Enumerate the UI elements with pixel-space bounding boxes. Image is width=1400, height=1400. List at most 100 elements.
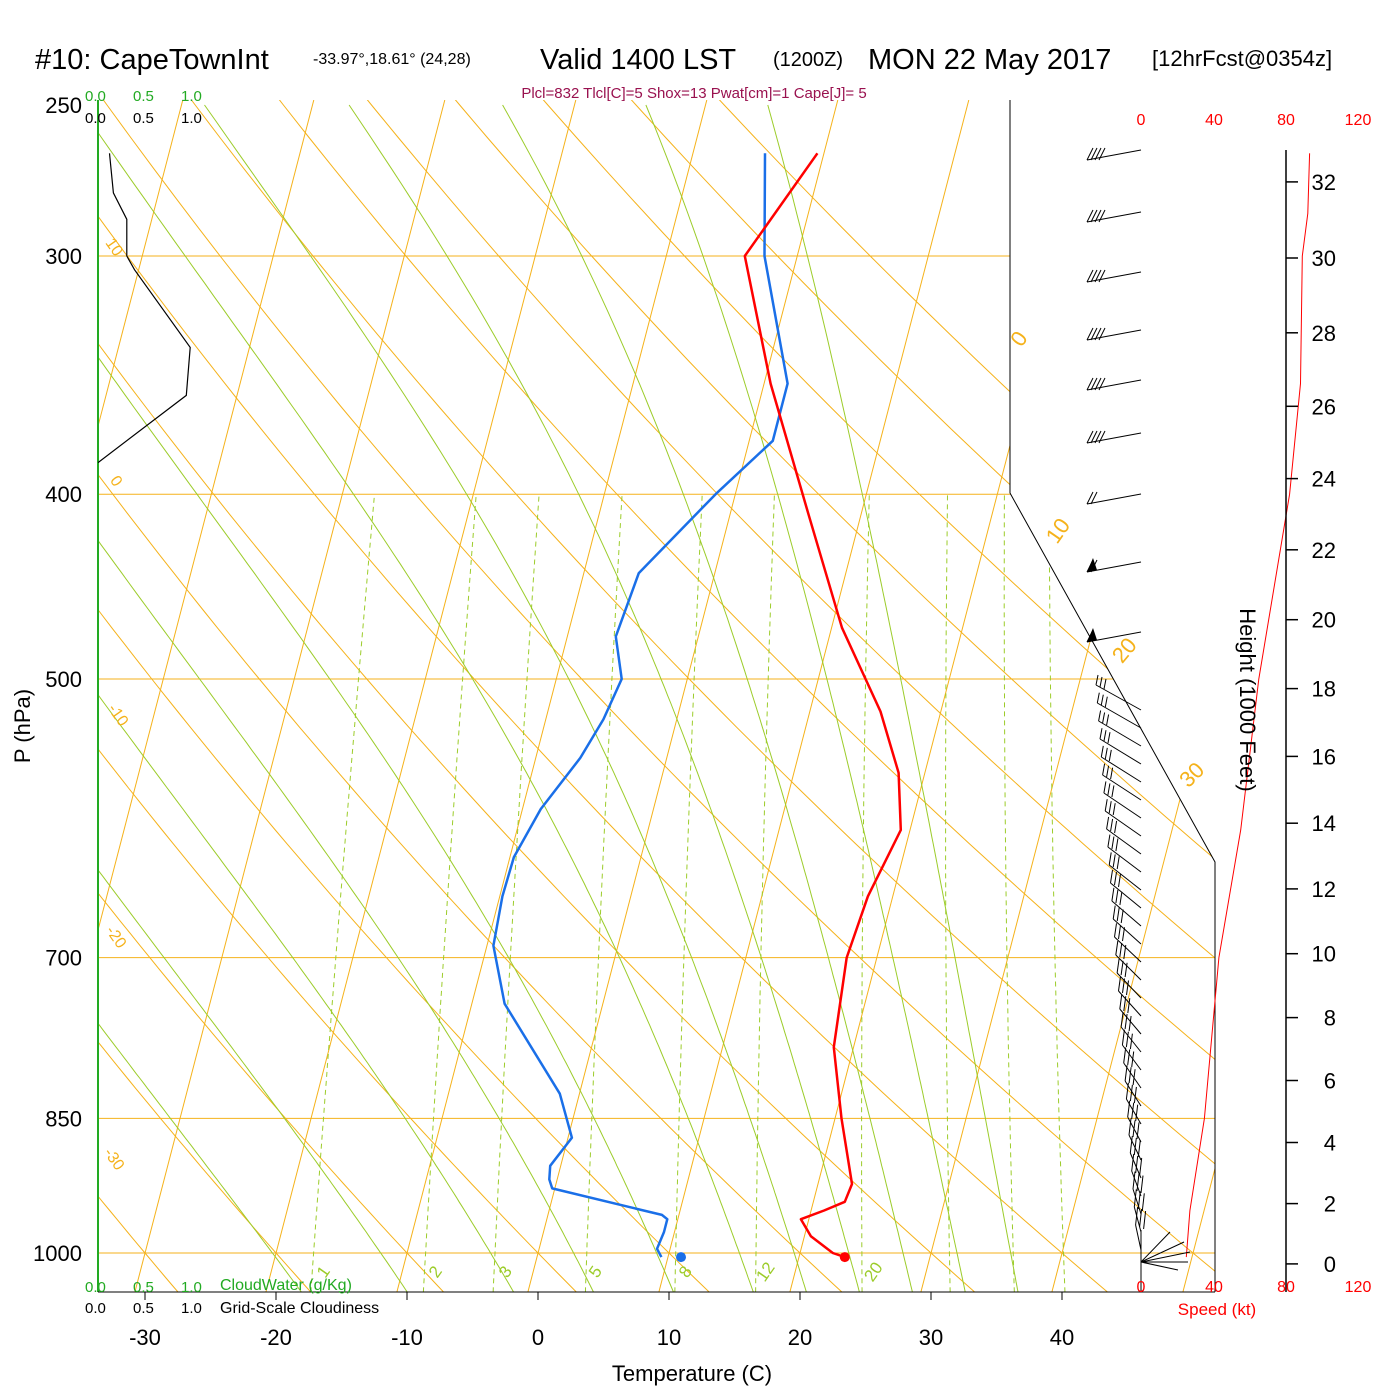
moist-adiabat bbox=[98, 104, 682, 1292]
wind-barb bbox=[1086, 209, 1142, 223]
wind-barb-feather bbox=[1104, 799, 1108, 812]
isotherm-line bbox=[396, 100, 708, 1292]
pressure-tick-label: 400 bbox=[45, 482, 82, 507]
wind-barb-feather bbox=[1128, 1118, 1132, 1136]
mixing-ratio-line bbox=[309, 494, 375, 1292]
isotherm-line bbox=[789, 100, 1101, 1292]
cloud-top-black-0: 0.0 bbox=[85, 110, 106, 127]
wind-barb-feather bbox=[1127, 1100, 1131, 1118]
mixing-ratio-line bbox=[1003, 494, 1016, 1292]
moist-adiabat bbox=[645, 104, 970, 1292]
wind-barb bbox=[1086, 558, 1142, 573]
pressure-tick-label: 300 bbox=[45, 244, 82, 269]
wind-barb-feather bbox=[1095, 674, 1099, 686]
wind-barb-staff bbox=[1110, 882, 1142, 909]
cloud-top-black-2: 1.0 bbox=[181, 110, 202, 127]
wind-barb-feather bbox=[1124, 1013, 1128, 1030]
dry-adiabat-label: 0 bbox=[106, 473, 125, 490]
wind-barb-feather bbox=[1110, 870, 1113, 884]
wind-barb-staff bbox=[1115, 954, 1142, 981]
moist-adiabat bbox=[98, 104, 524, 1292]
wind-barb-staff bbox=[1111, 900, 1142, 927]
speed-top-80: 80 bbox=[1277, 112, 1295, 129]
wind-barb-feather bbox=[1120, 960, 1124, 976]
wind-barb-feather bbox=[1120, 909, 1124, 924]
wind-barb-feather bbox=[1090, 377, 1098, 391]
wind-barb bbox=[1104, 799, 1142, 837]
wind-barb-staff bbox=[1135, 1224, 1142, 1251]
isotherm-line bbox=[98, 100, 315, 1292]
wind-barb-feather bbox=[1094, 430, 1102, 444]
mixing-ratio-label: 3 bbox=[495, 1263, 516, 1282]
mixing-ratio-line bbox=[584, 494, 623, 1292]
mixing-ratio-line bbox=[861, 494, 870, 1292]
wind-barb-feather bbox=[1107, 783, 1111, 796]
cloudiness-profile bbox=[98, 153, 191, 464]
dry-adiabat bbox=[98, 100, 320, 1292]
wind-barb bbox=[1114, 923, 1142, 963]
wind-barb bbox=[1098, 710, 1142, 747]
wind-barb-staff bbox=[1086, 561, 1142, 573]
wind-barb bbox=[1103, 781, 1142, 819]
wind-barb-feather bbox=[1108, 801, 1112, 814]
isotherm-line bbox=[265, 100, 577, 1292]
wind-barb-low bbox=[1140, 1251, 1191, 1263]
wind-barb-feather bbox=[1114, 923, 1117, 938]
wind-barb-feather bbox=[1116, 907, 1120, 922]
mixing-ratio-line bbox=[755, 494, 775, 1292]
wind-barb-staff bbox=[1114, 936, 1142, 963]
speed-bottom-80: 80 bbox=[1277, 1279, 1295, 1296]
height-tick-label: 32 bbox=[1312, 170, 1336, 195]
wind-barb-feather bbox=[1102, 712, 1106, 724]
wind-barb-staff bbox=[1125, 1098, 1142, 1125]
wind-barb-feather bbox=[1094, 209, 1102, 223]
wind-barb-feather bbox=[1132, 1171, 1136, 1190]
wind-barb-feather bbox=[1137, 1191, 1141, 1210]
wind-barb-feather bbox=[1104, 747, 1108, 760]
mixing-ratio-line bbox=[674, 494, 703, 1292]
wind-barb-staff bbox=[1118, 990, 1142, 1017]
wind-barb-staff bbox=[1086, 631, 1142, 643]
cloud-bottom-green-1: 0.5 bbox=[133, 1279, 154, 1296]
cloud-top-green-2: 1.0 bbox=[181, 88, 202, 105]
dewpoint-line bbox=[492, 153, 789, 1258]
indices-text: Plcl=832 Tlcl[C]=5 Shox=13 Pwat[cm]=1 Ca… bbox=[521, 85, 866, 102]
mixing-ratio-line bbox=[945, 494, 951, 1292]
wind-barb-feather bbox=[1126, 980, 1129, 996]
wind-barb-feather bbox=[1090, 269, 1098, 283]
wind-barb-feather bbox=[1096, 692, 1100, 704]
wind-barb bbox=[1125, 1082, 1142, 1125]
mixing-ratio-line bbox=[1048, 494, 1066, 1292]
moist-adiabat bbox=[98, 104, 420, 1292]
wind-barb-feather bbox=[1103, 678, 1107, 690]
mixing-ratio-label: 2 bbox=[425, 1263, 446, 1282]
wind-barb bbox=[1086, 377, 1142, 391]
wind-barb-pennant bbox=[1087, 558, 1097, 572]
wind-barb-feather bbox=[1129, 1033, 1133, 1050]
mixing-ratio-label: 20 bbox=[860, 1259, 886, 1285]
wind-barb-feather bbox=[1086, 377, 1094, 391]
wind-barb-feather bbox=[1086, 327, 1094, 341]
wind-barb-feather bbox=[1128, 1067, 1132, 1084]
wind-barb-feather bbox=[1098, 269, 1106, 283]
pressure-tick-label: 250 bbox=[45, 93, 82, 118]
wind-barb-feather bbox=[1118, 874, 1121, 888]
wind-barb bbox=[1100, 745, 1142, 783]
wind-barb-feather bbox=[1103, 781, 1107, 794]
wind-barb-feather bbox=[1135, 1104, 1139, 1122]
wind-barb-feather bbox=[1114, 872, 1117, 886]
title-valid: Valid 1400 LST bbox=[540, 44, 736, 76]
temperature-tick-label: -30 bbox=[129, 1325, 161, 1350]
title-station: #10: CapeTownInt bbox=[35, 44, 269, 76]
wind-barb-feather bbox=[1141, 1193, 1145, 1212]
pressure-tick-label: 1000 bbox=[33, 1241, 82, 1266]
dry-adiabat bbox=[518, 100, 1215, 1292]
wind-barb bbox=[1129, 1136, 1142, 1179]
temperature-tick-label: 30 bbox=[919, 1325, 943, 1350]
wind-barb-feather bbox=[1131, 1102, 1135, 1120]
wind-barb-feather bbox=[1114, 820, 1118, 834]
dry-adiabat bbox=[98, 100, 1119, 1292]
wind-barb-feather bbox=[1090, 491, 1098, 505]
wind-barb-staff bbox=[1095, 684, 1142, 711]
wind-barb-feather bbox=[1116, 856, 1120, 870]
